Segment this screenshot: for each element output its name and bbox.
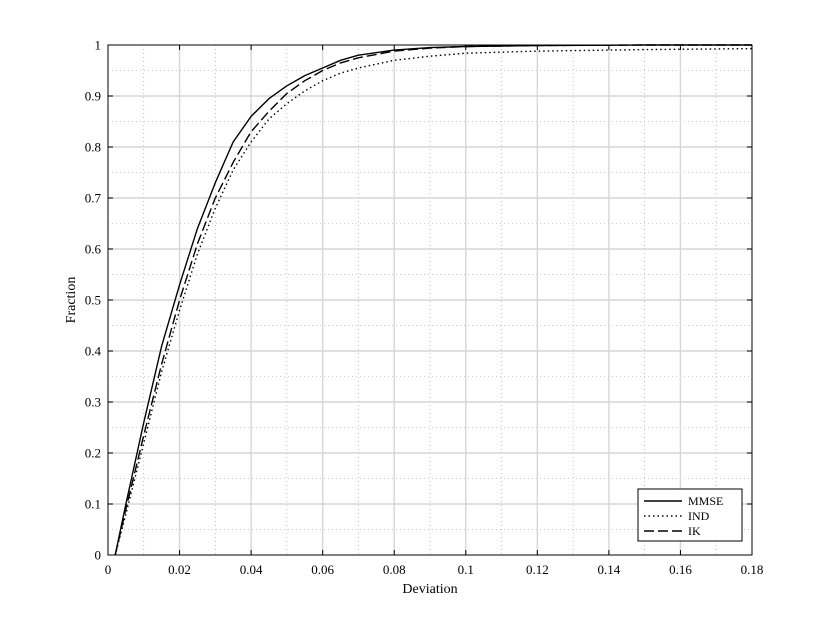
x-tick-label: 0.02 bbox=[168, 562, 191, 577]
legend-entry-mmse: MMSE bbox=[644, 494, 723, 508]
x-tick-label: 0.16 bbox=[669, 562, 692, 577]
series-line-ind bbox=[114, 47, 753, 556]
x-tick-label: 0.06 bbox=[311, 562, 334, 577]
x-tick-label: 0.08 bbox=[383, 562, 406, 577]
y-tick-label: 0.6 bbox=[85, 242, 102, 257]
legend-entry-ik: IK bbox=[644, 524, 701, 538]
legend-label-mmse: MMSE bbox=[688, 494, 723, 508]
y-tick-label: 0.7 bbox=[85, 191, 102, 206]
x-tick-label: 0.12 bbox=[526, 562, 549, 577]
series-line-ik bbox=[114, 44, 752, 556]
series-layer bbox=[114, 44, 753, 556]
x-tick-label: 0 bbox=[105, 562, 112, 577]
y-tick-label: 0.1 bbox=[85, 497, 101, 512]
legend-label-ind: IND bbox=[688, 509, 710, 523]
y-tick-label: 1 bbox=[95, 38, 102, 53]
y-axis-title: Fraction bbox=[64, 277, 79, 324]
x-tick-label: 0.1 bbox=[458, 562, 474, 577]
legend-label-ik: IK bbox=[688, 524, 701, 538]
legend-box bbox=[637, 488, 743, 542]
x-tick-label: 0.18 bbox=[741, 562, 764, 577]
x-tick-label: 0.04 bbox=[240, 562, 263, 577]
grid bbox=[108, 45, 752, 555]
y-tick-label: 0.2 bbox=[85, 446, 101, 461]
y-tick-label: 0 bbox=[95, 548, 102, 563]
x-axis-title: Deviation bbox=[402, 582, 457, 597]
y-tick-label: 0.4 bbox=[85, 344, 102, 359]
y-tick-label: 0.3 bbox=[85, 395, 101, 410]
y-tick-label: 0.8 bbox=[85, 140, 101, 155]
ticks: 0 0.02 0.04 0.06 0.08 0.1 0.12 0.14 0.16 0.18 0 0.1… bbox=[85, 38, 764, 578]
x-tick-label: 0.14 bbox=[598, 562, 621, 577]
legend: MMSE IND IK bbox=[637, 488, 743, 542]
y-tick-label: 0.5 bbox=[85, 293, 101, 308]
legend-entry-ind: IND bbox=[644, 509, 710, 523]
y-tick-label: 0.9 bbox=[85, 89, 101, 104]
